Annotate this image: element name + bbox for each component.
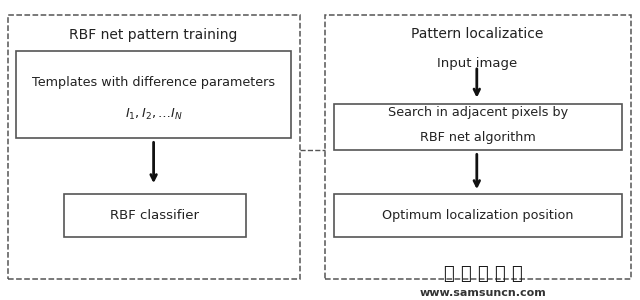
Bar xyxy=(64,194,246,237)
Text: RBF net algorithm: RBF net algorithm xyxy=(420,130,536,144)
Text: 三 姻 森 科 技: 三 姻 森 科 技 xyxy=(444,265,523,283)
Bar xyxy=(334,194,622,237)
Text: RBF classifier: RBF classifier xyxy=(110,208,200,222)
Bar xyxy=(334,103,622,150)
Bar xyxy=(16,51,291,138)
Text: Pattern localizatice: Pattern localizatice xyxy=(411,28,543,41)
Text: Search in adjacent pixels by: Search in adjacent pixels by xyxy=(388,106,568,119)
Text: Optimum localization position: Optimum localization position xyxy=(382,208,574,222)
Text: www.samsuncn.com: www.samsuncn.com xyxy=(420,287,547,298)
Bar xyxy=(8,15,300,279)
Bar xyxy=(325,15,631,279)
Text: Input image: Input image xyxy=(436,56,517,70)
Text: RBF net pattern training: RBF net pattern training xyxy=(69,28,238,41)
Text: Templates with difference parameters: Templates with difference parameters xyxy=(32,76,275,89)
Text: $I_1, I_2, \ldots I_N$: $I_1, I_2, \ldots I_N$ xyxy=(125,107,182,122)
